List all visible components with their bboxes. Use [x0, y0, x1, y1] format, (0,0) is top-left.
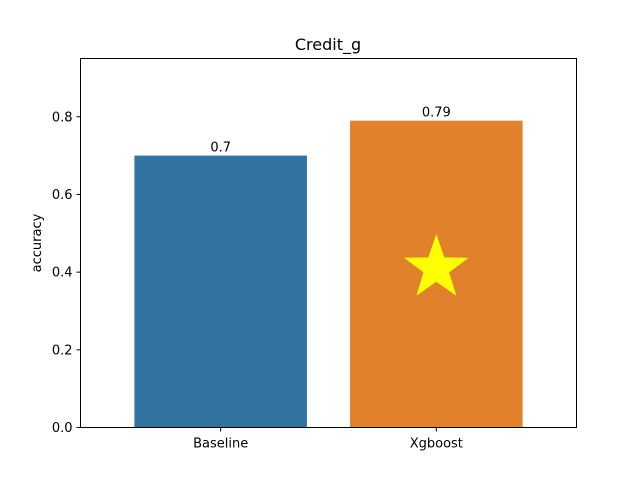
plot-frame: [80, 58, 577, 428]
y-tick-label: 0.8: [52, 110, 73, 125]
data-label-baseline: 0.7: [210, 141, 231, 156]
y-tick-label: 0.6: [52, 188, 73, 203]
plot-area: 0.7 0.79: [134, 106, 523, 428]
y-tick-label: 0.0: [52, 421, 73, 436]
y-tick-label: 0.4: [52, 266, 73, 281]
y-axis-title: accuracy: [30, 213, 45, 272]
y-axis: 0.0 0.2 0.4 0.6 0.8: [52, 110, 81, 436]
x-tick-label-baseline: Baseline: [193, 437, 248, 452]
bar-baseline: [134, 155, 307, 428]
y-tick-label: 0.2: [52, 343, 73, 358]
x-tick-label-xgboost: Xgboost: [410, 437, 463, 452]
x-axis: Baseline Xgboost: [193, 427, 463, 452]
data-label-xgboost: 0.79: [422, 106, 451, 121]
chart-title: Credit_g: [295, 35, 361, 55]
star-marker: [403, 234, 469, 296]
